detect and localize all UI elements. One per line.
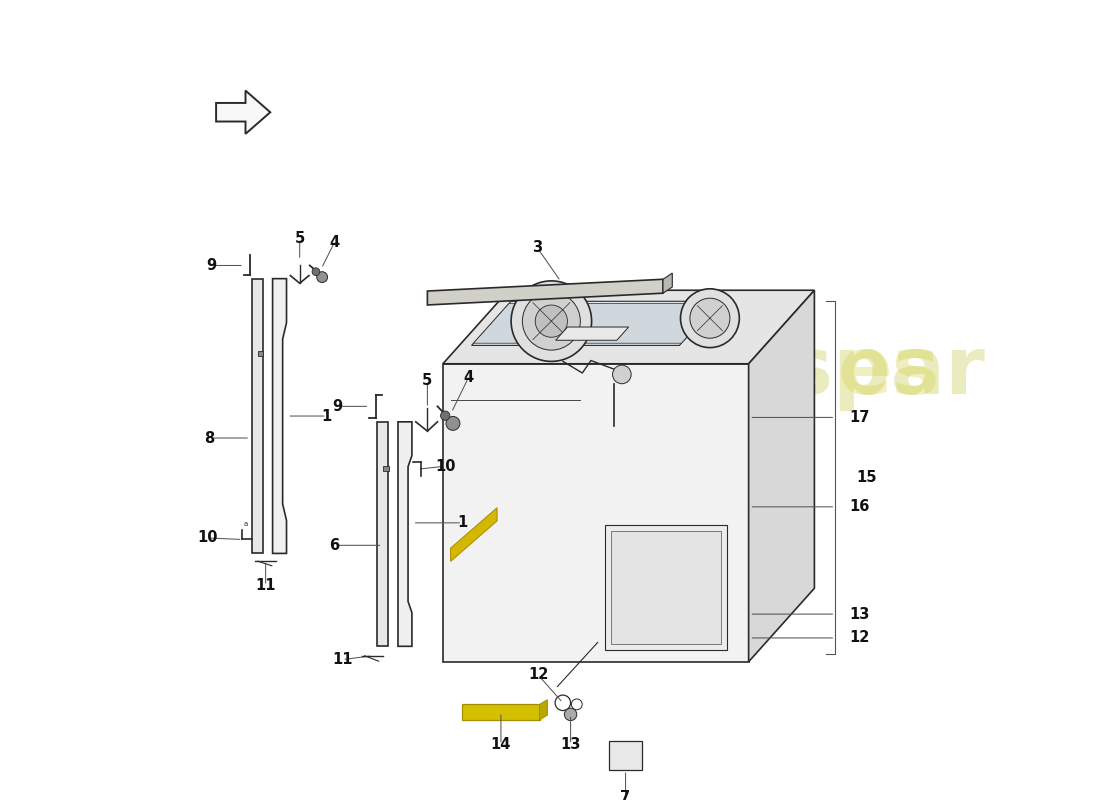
Polygon shape bbox=[443, 364, 749, 662]
Bar bbox=[257, 351, 263, 355]
Polygon shape bbox=[663, 273, 672, 293]
Circle shape bbox=[446, 417, 460, 430]
Text: 11: 11 bbox=[332, 652, 352, 667]
Polygon shape bbox=[472, 302, 719, 346]
Circle shape bbox=[690, 298, 730, 338]
Polygon shape bbox=[273, 278, 286, 554]
Polygon shape bbox=[377, 422, 388, 646]
Text: 10: 10 bbox=[436, 458, 456, 474]
Polygon shape bbox=[540, 700, 548, 720]
Polygon shape bbox=[556, 327, 628, 340]
Text: 12: 12 bbox=[528, 667, 548, 682]
Circle shape bbox=[512, 281, 592, 362]
Text: 6: 6 bbox=[329, 538, 340, 553]
Text: 7: 7 bbox=[620, 790, 630, 800]
Text: a passion for parts since 1985: a passion for parts since 1985 bbox=[454, 410, 794, 566]
Polygon shape bbox=[749, 290, 814, 662]
Text: 9: 9 bbox=[207, 258, 217, 273]
Text: 4: 4 bbox=[329, 234, 340, 250]
Text: 16: 16 bbox=[849, 499, 869, 514]
Text: 11: 11 bbox=[255, 578, 276, 594]
Circle shape bbox=[613, 365, 631, 384]
Text: 12: 12 bbox=[849, 630, 869, 646]
Polygon shape bbox=[428, 279, 663, 305]
Circle shape bbox=[312, 268, 320, 275]
Text: 1: 1 bbox=[321, 409, 332, 423]
Circle shape bbox=[441, 411, 450, 420]
Text: 13: 13 bbox=[849, 606, 869, 622]
Text: 8: 8 bbox=[204, 430, 214, 446]
Text: 10: 10 bbox=[197, 530, 218, 546]
Circle shape bbox=[681, 289, 739, 348]
Text: 4: 4 bbox=[463, 370, 473, 386]
Text: 1: 1 bbox=[458, 515, 468, 530]
Circle shape bbox=[522, 292, 581, 350]
Text: 5: 5 bbox=[295, 231, 305, 246]
Circle shape bbox=[564, 708, 576, 721]
Polygon shape bbox=[216, 90, 271, 134]
Text: 5: 5 bbox=[422, 374, 432, 388]
Polygon shape bbox=[398, 422, 411, 646]
Text: 9: 9 bbox=[332, 399, 342, 414]
Polygon shape bbox=[252, 278, 263, 554]
Text: 17: 17 bbox=[849, 410, 869, 425]
Polygon shape bbox=[462, 704, 540, 720]
Circle shape bbox=[317, 272, 328, 282]
Text: a: a bbox=[244, 521, 249, 526]
Text: es: es bbox=[837, 333, 940, 410]
Polygon shape bbox=[451, 508, 497, 562]
Polygon shape bbox=[443, 290, 814, 364]
Text: eurospar: eurospar bbox=[579, 333, 986, 410]
Polygon shape bbox=[609, 741, 641, 770]
Bar bbox=[383, 466, 388, 471]
Polygon shape bbox=[612, 531, 720, 644]
Text: 13: 13 bbox=[560, 737, 581, 752]
Polygon shape bbox=[605, 525, 727, 650]
Text: 3: 3 bbox=[532, 241, 542, 255]
Polygon shape bbox=[473, 303, 717, 343]
Text: 14: 14 bbox=[491, 737, 512, 752]
Circle shape bbox=[536, 305, 568, 338]
Text: 15: 15 bbox=[857, 470, 878, 485]
